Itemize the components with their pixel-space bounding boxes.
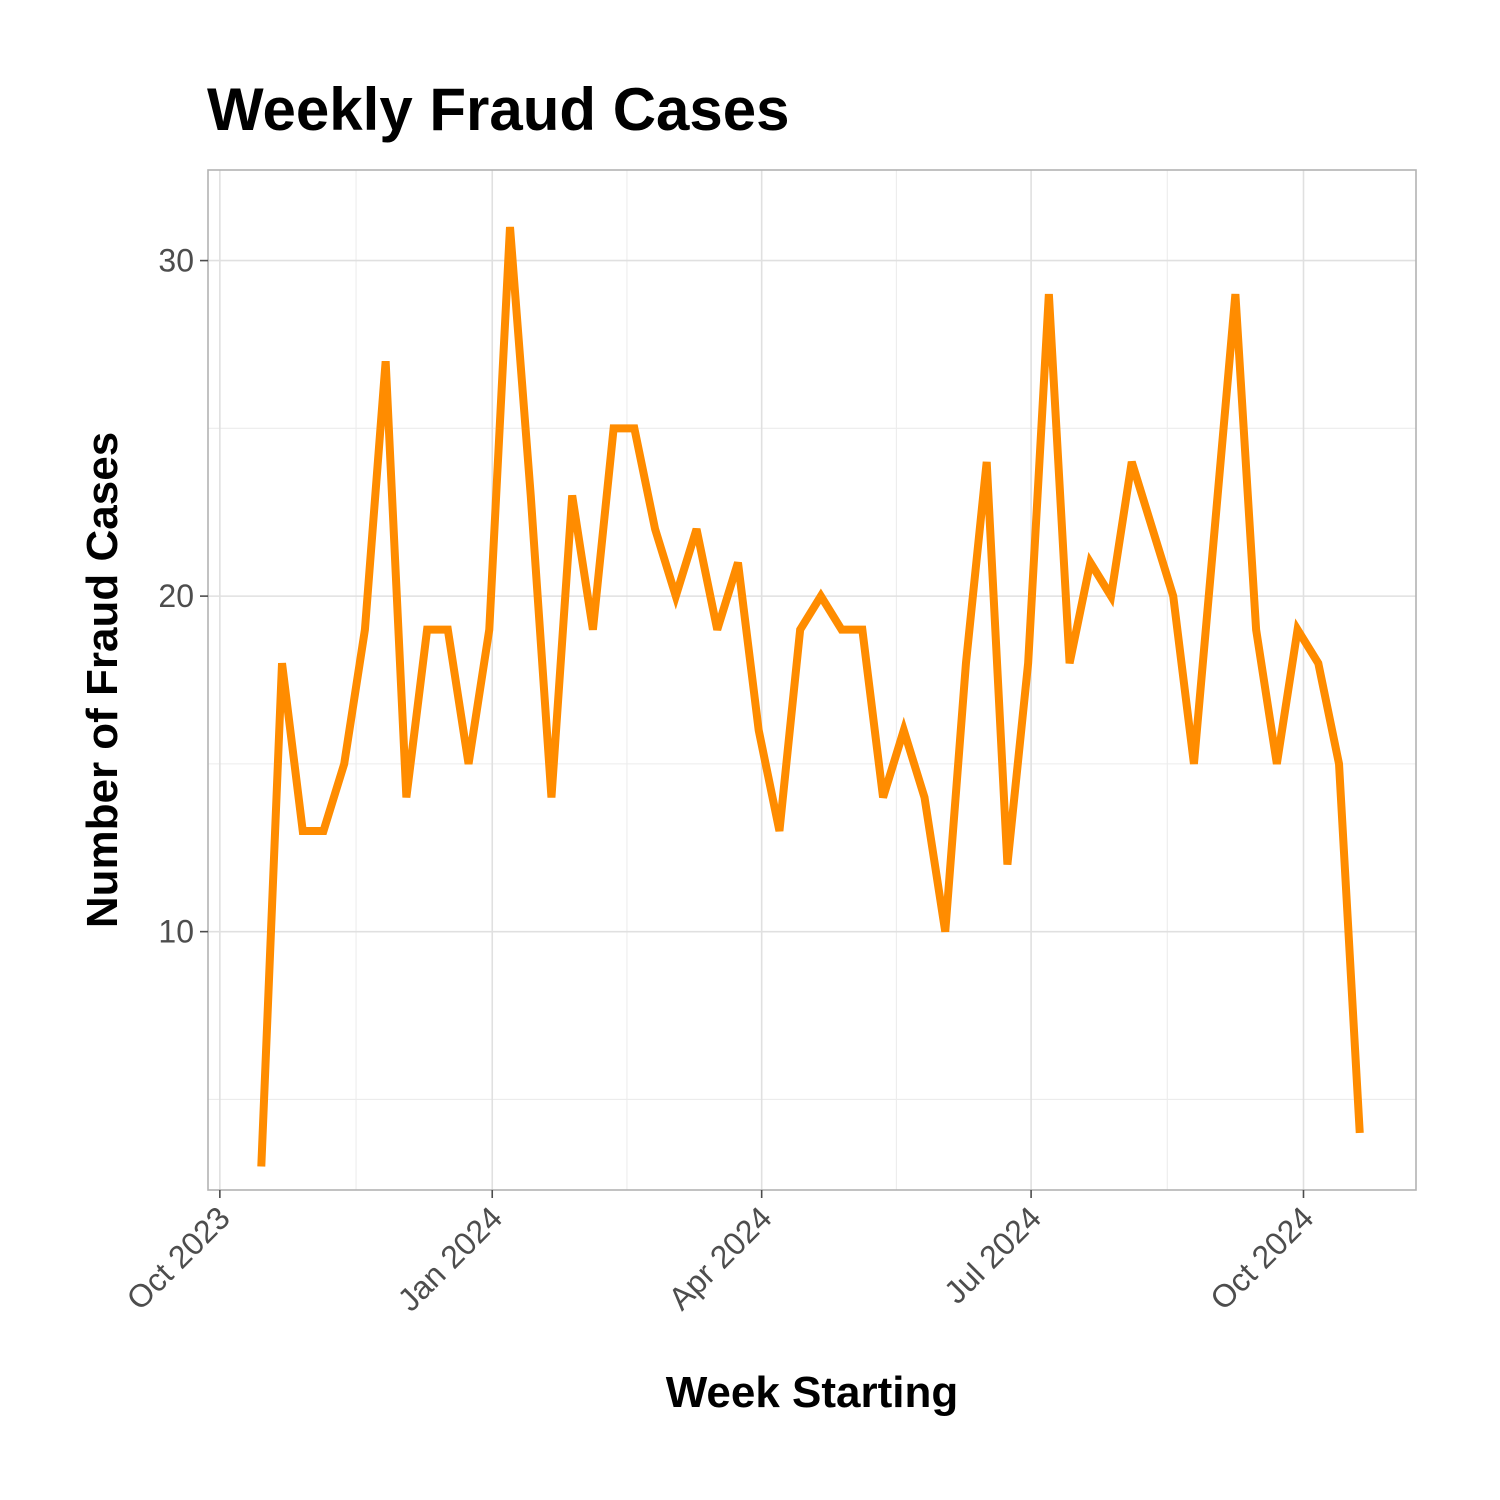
x-tick-label: Oct 2024 [1203, 1199, 1320, 1316]
x-tick-label: Jul 2024 [937, 1199, 1048, 1310]
x-tick-label: Oct 2023 [120, 1199, 237, 1316]
plot-panel-border [207, 169, 1417, 1191]
y-tick-label: 20 [158, 578, 194, 614]
series-line [257, 226, 1364, 1167]
x-axis: Oct 2023 Jan 2024 Apr 2024 Jul 2024 Oct 2024 [120, 1190, 1320, 1318]
y-tick-label: 10 [158, 914, 194, 950]
y-axis: 10 20 30 [158, 243, 208, 950]
y-axis-title: Number of Fraud Cases [78, 432, 127, 928]
x-tick-label: Jan 2024 [391, 1199, 510, 1318]
x-axis-title: Week Starting [666, 1368, 959, 1417]
x-tick-label: Apr 2024 [661, 1199, 778, 1316]
y-tick-label: 30 [158, 243, 194, 279]
chart-title: Weekly Fraud Cases [207, 76, 790, 143]
